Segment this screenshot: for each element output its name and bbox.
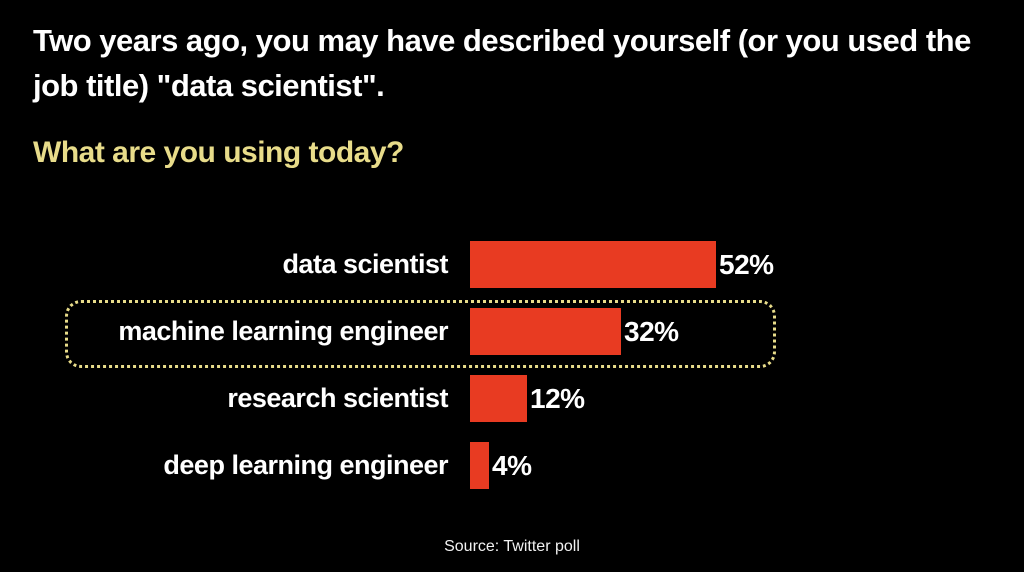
bar: [470, 308, 621, 355]
bar: [470, 375, 527, 422]
page-title: Two years ago, you may have described yo…: [33, 23, 971, 103]
bar: [470, 442, 489, 489]
bar-label: deep learning engineer: [163, 450, 448, 480]
bar-label: research scientist: [227, 383, 448, 413]
bar-label: data scientist: [282, 249, 448, 279]
bar: [470, 241, 716, 288]
bar-label: machine learning engineer: [118, 316, 448, 346]
bar-value: 12%: [530, 382, 585, 414]
bar-row: deep learning engineer 4%: [0, 442, 1024, 489]
source-note: Source: Twitter poll: [444, 538, 580, 555]
page-subtitle: What are you using today?: [33, 136, 404, 169]
bar-value: 32%: [624, 315, 679, 347]
bar-chart: data scientist 52% machine learning engi…: [0, 241, 1024, 509]
bar-row: research scientist 12%: [0, 375, 1024, 422]
bar-value: 4%: [492, 449, 532, 481]
bar-row-highlighted: machine learning engineer 32%: [0, 308, 1024, 355]
bar-value: 52%: [719, 248, 774, 280]
bar-row: data scientist 52%: [0, 241, 1024, 288]
